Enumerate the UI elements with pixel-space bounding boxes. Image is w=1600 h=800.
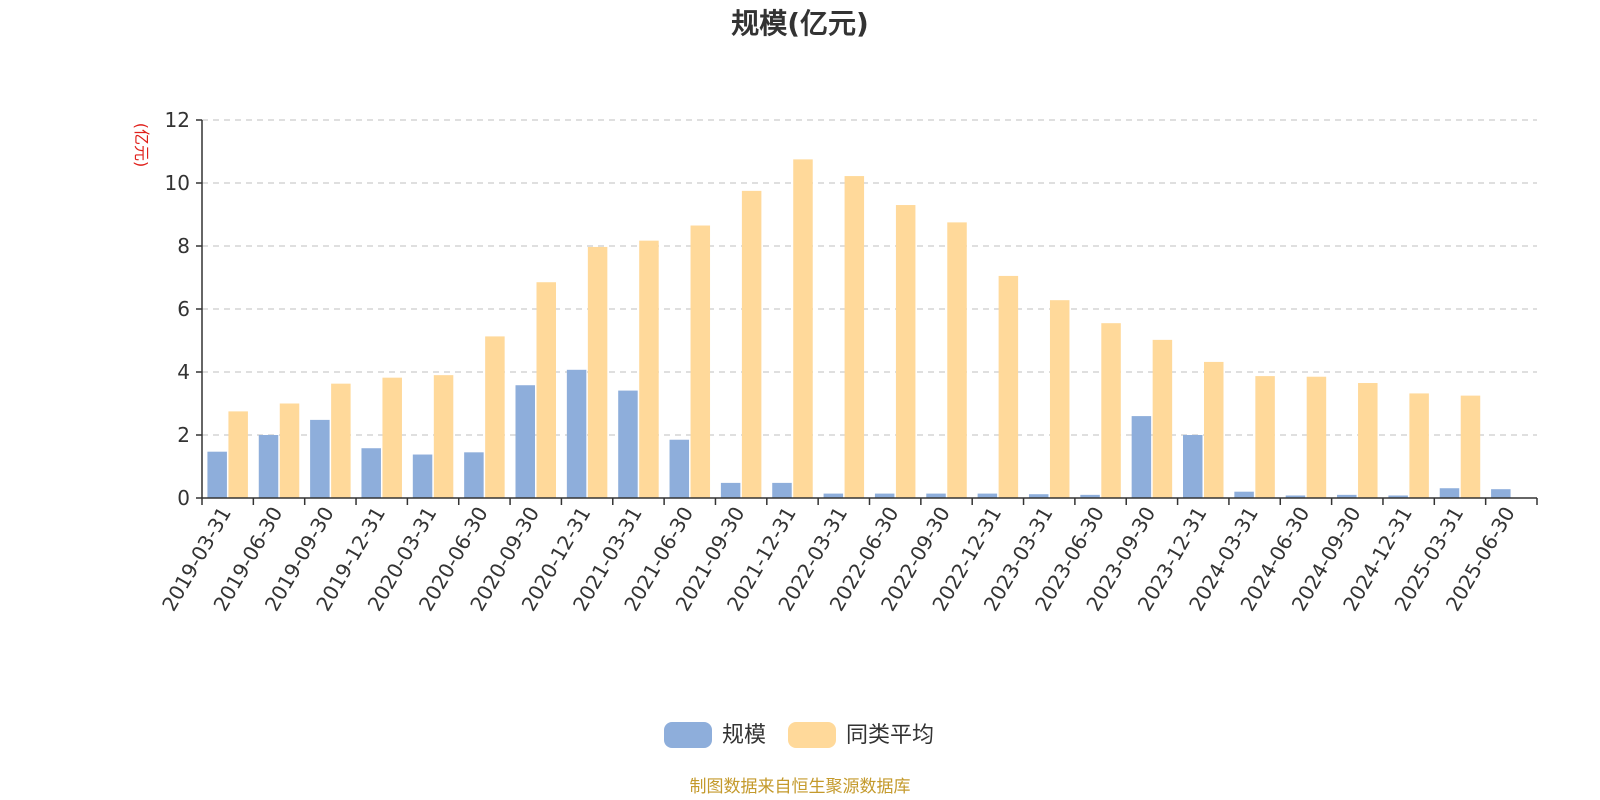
y-tick-label: 8 (177, 234, 190, 258)
y-tick-label: 2 (177, 423, 190, 447)
bar-scale (361, 448, 381, 498)
bar-peer-average (1101, 323, 1121, 498)
legend-label-peer-average: 同类平均 (846, 723, 934, 748)
bar-peer-average (1255, 376, 1275, 498)
bar-scale (1491, 489, 1511, 498)
bar-scale (823, 493, 844, 498)
legend-label-scale: 规模 (722, 723, 766, 748)
bar-scale (566, 369, 587, 498)
bar-peer-average (433, 375, 454, 498)
bar-peer-average (382, 377, 402, 498)
bar-scale (515, 385, 535, 498)
bar-peer-average (1460, 395, 1481, 498)
gridlines (202, 119, 1537, 436)
bar-scale (1080, 494, 1100, 498)
bar-scale (926, 493, 946, 498)
bars (207, 159, 1511, 499)
bar-scale (1439, 488, 1460, 498)
bar-scale (207, 451, 227, 498)
bar-scale (464, 452, 484, 498)
bar-scale (258, 435, 279, 498)
bar-peer-average (1152, 339, 1173, 498)
chart-title: 规模(亿元) (731, 7, 869, 40)
bar-scale (1337, 494, 1357, 498)
bar-peer-average (587, 246, 608, 498)
bar-scale (669, 439, 690, 498)
bar-peer-average (844, 176, 865, 498)
bar-peer-average (639, 240, 659, 498)
bar-peer-average (895, 205, 916, 499)
bar-scale (1183, 435, 1203, 498)
legend: 规模 同类平均 (664, 722, 934, 748)
bar-peer-average (228, 411, 248, 498)
y-tick-label: 10 (165, 171, 190, 195)
bar-scale (1131, 416, 1152, 498)
legend-swatch-scale (664, 722, 712, 748)
y-axis-unit-label: (亿元) (132, 123, 151, 168)
bar-scale (1028, 494, 1049, 498)
bar-scale (874, 493, 895, 498)
y-tick-label: 12 (165, 108, 190, 132)
bar-scale (1234, 491, 1254, 498)
bar-peer-average (331, 383, 351, 498)
y-tick-label: 0 (177, 486, 190, 510)
bar-peer-average (690, 225, 711, 498)
bar-peer-average (279, 403, 300, 498)
bar-peer-average (1409, 393, 1429, 498)
bar-scale (412, 454, 433, 498)
bar-peer-average (1306, 376, 1327, 498)
bar-scale (720, 482, 741, 498)
bar-peer-average (1049, 300, 1070, 498)
bar-peer-average (485, 336, 505, 498)
bar-peer-average (793, 159, 813, 498)
bar-peer-average (1204, 361, 1224, 498)
data-source-note: 制图数据来自恒生聚源数据库 (690, 777, 911, 797)
bar-scale (1285, 495, 1306, 498)
bar-scale (772, 482, 792, 498)
y-tick-label: 6 (177, 297, 190, 321)
bar-peer-average (741, 190, 762, 498)
bar-scale (310, 419, 330, 498)
bar-peer-average (947, 222, 967, 498)
y-tick-label: 4 (177, 360, 190, 384)
legend-swatch-peer-average (788, 722, 836, 748)
bar-scale (618, 390, 638, 498)
bar-peer-average (1358, 383, 1378, 498)
bar-peer-average (536, 282, 556, 498)
bar-peer-average (998, 275, 1019, 498)
bar-scale (977, 493, 998, 498)
bar-scale (1388, 495, 1408, 498)
